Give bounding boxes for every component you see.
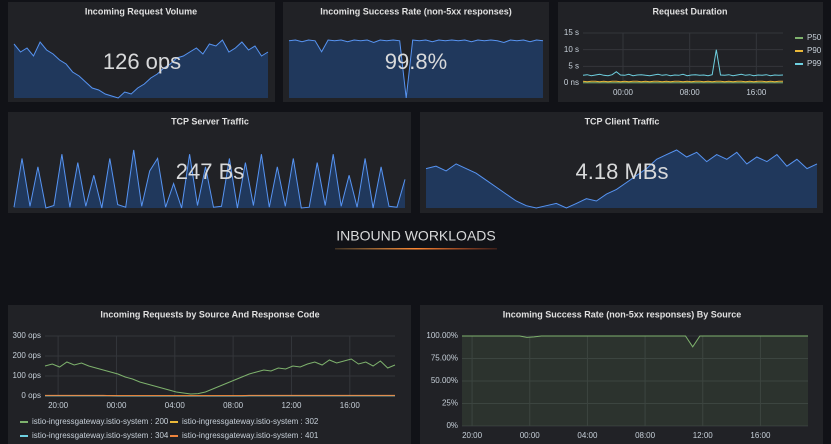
series-line: [462, 335, 808, 348]
y-tick-label: 5 s: [568, 61, 579, 70]
sparkline: [13, 149, 406, 209]
y-tick-label: 0 ops: [21, 391, 41, 400]
section-underline: [335, 248, 497, 250]
panel-title: Incoming Success Rate (non-5xx responses…: [503, 309, 742, 319]
x-tick-label: 08:00: [635, 431, 656, 440]
panel-title: Incoming Success Rate (non-5xx responses…: [320, 6, 512, 16]
stat-value: 126 ops: [103, 49, 181, 74]
sparkline-fill: [14, 150, 405, 208]
x-tick-label: 00:00: [106, 401, 127, 410]
x-tick-label: 16:00: [750, 431, 771, 440]
y-tick-label: 25%: [442, 399, 458, 408]
legend-label: P99: [807, 59, 822, 68]
y-tick-label: 10 s: [564, 45, 579, 54]
x-tick-label: 08:00: [223, 401, 244, 410]
series-line: [44, 358, 396, 395]
sparkline-fill: [14, 40, 268, 98]
series-line: [582, 49, 784, 77]
x-tick-label: 00:00: [520, 431, 541, 440]
y-tick-label: 0%: [446, 421, 458, 430]
panel-title: TCP Server Traffic: [171, 116, 249, 126]
x-tick-label: 00:00: [613, 88, 634, 97]
x-tick-label: 04:00: [577, 431, 598, 440]
x-tick-label: 12:00: [693, 431, 714, 440]
y-tick-label: 75.00%: [431, 354, 458, 363]
x-tick-label: 20:00: [462, 431, 483, 440]
x-tick-label: 08:00: [680, 88, 701, 97]
sparkline: [13, 39, 269, 99]
panel: [283, 2, 549, 102]
y-tick-label: 15 s: [564, 28, 579, 37]
section-title: INBOUND WORKLOADS: [336, 228, 495, 244]
x-tick-label: 12:00: [281, 401, 302, 410]
panel: [420, 112, 823, 213]
stat-value: 4.18 MBs: [576, 159, 669, 184]
legend-label: istio-ingressgateway.istio-system : 302: [182, 417, 319, 426]
y-tick-label: 200 ops: [13, 351, 41, 360]
legend-label: P90: [807, 46, 822, 55]
stat-value: 247 Bs: [176, 159, 245, 184]
panel: [420, 305, 823, 444]
legend-label: istio-ingressgateway.istio-system : 200: [32, 417, 169, 426]
sparkline: [288, 39, 544, 99]
sparkline-fill: [289, 40, 543, 98]
legend-label: istio-ingressgateway.istio-system : 304: [32, 431, 169, 440]
panel-title: TCP Client Traffic: [585, 116, 660, 126]
panel-title: Incoming Requests by Source And Response…: [100, 309, 319, 319]
sparkline: [425, 149, 818, 209]
y-tick-label: 50.00%: [431, 376, 458, 385]
stat-value: 99.8%: [385, 49, 447, 74]
y-tick-label: 0 ns: [564, 78, 579, 87]
panel-title: Request Duration: [652, 6, 727, 16]
y-tick-label: 300 ops: [13, 331, 41, 340]
sparkline-fill: [426, 150, 817, 208]
x-tick-label: 16:00: [340, 401, 361, 410]
panel: [558, 2, 823, 102]
panel-title: Incoming Request Volume: [85, 6, 197, 16]
legend-label: istio-ingressgateway.istio-system : 401: [182, 431, 319, 440]
legend-label: P50: [807, 33, 822, 42]
x-tick-label: 04:00: [165, 401, 186, 410]
x-tick-label: 16:00: [746, 88, 767, 97]
panel: [8, 305, 411, 444]
y-tick-label: 100 ops: [13, 371, 41, 380]
y-tick-label: 100.00%: [426, 331, 458, 340]
area-fill: [462, 336, 808, 426]
x-tick-label: 20:00: [48, 401, 69, 410]
